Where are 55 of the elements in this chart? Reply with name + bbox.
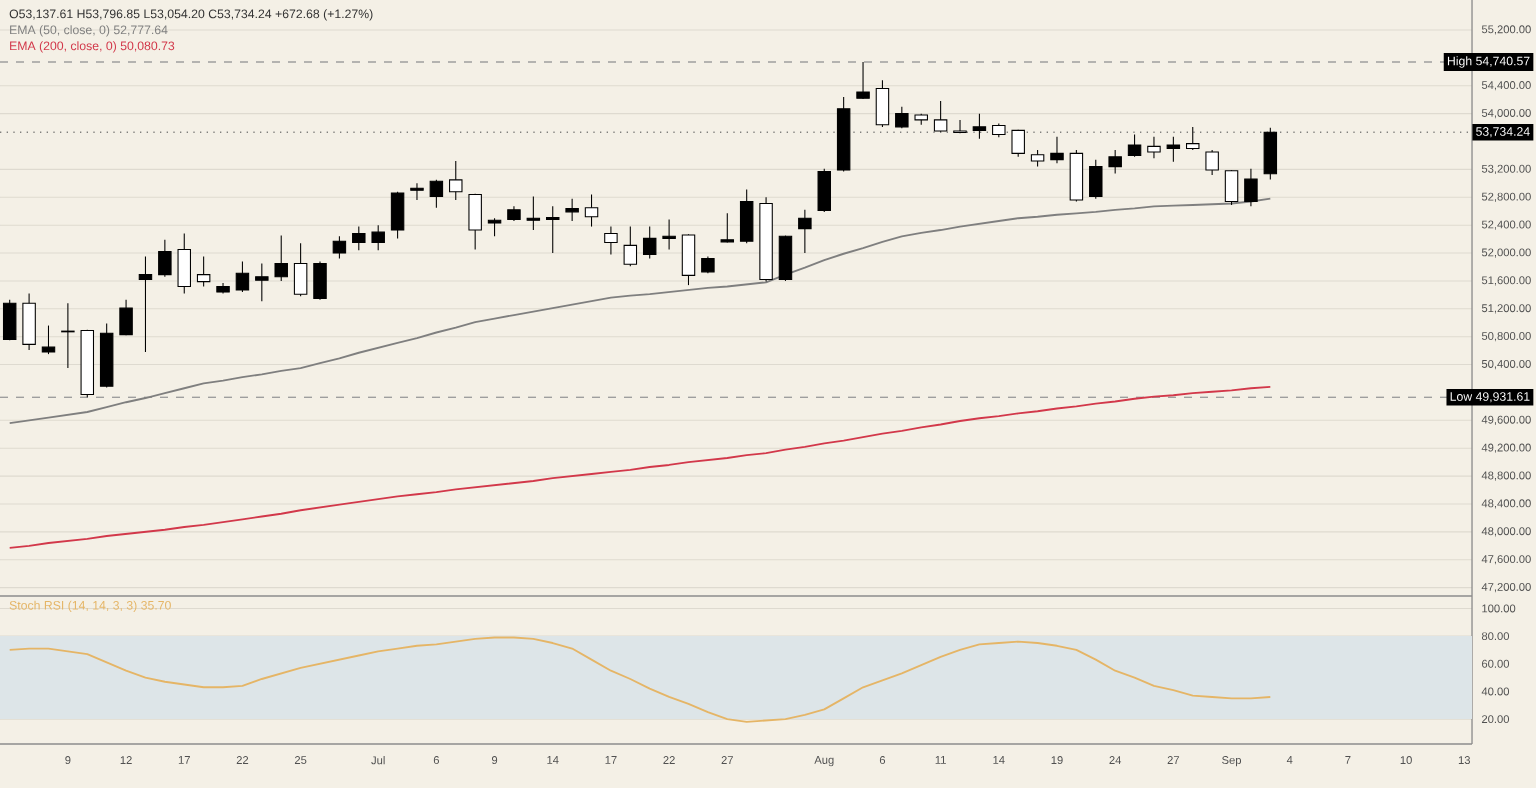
candlestick [1127, 134, 1142, 158]
candlestick [158, 239, 172, 278]
candlestick [1147, 136, 1161, 159]
candlestick [933, 100, 948, 133]
candlestick [875, 79, 890, 128]
candlestick [623, 226, 638, 267]
candlestick [449, 160, 463, 201]
candlestick [352, 226, 366, 251]
candlestick [371, 224, 385, 251]
candlestick [255, 262, 269, 302]
candlestick [545, 205, 560, 254]
candlestick [642, 226, 657, 260]
candlestick [584, 193, 599, 228]
candlestick [1224, 169, 1239, 206]
candlestick [565, 198, 579, 222]
candlestick [778, 235, 793, 282]
candlestick [177, 232, 191, 295]
candlestick [487, 217, 502, 237]
candlestick [798, 209, 812, 254]
candlestick [526, 196, 541, 231]
candlestick [1244, 168, 1258, 207]
candlestick [856, 61, 870, 100]
candlestick [41, 325, 56, 355]
candlestick [429, 179, 444, 209]
candlestick [2, 299, 17, 341]
candlestick [1069, 149, 1084, 202]
candlestick [720, 212, 735, 244]
candlestick [61, 302, 75, 369]
candlestick [1011, 129, 1025, 158]
candlestick [196, 255, 211, 288]
candlestick [817, 168, 831, 213]
candlestick [313, 260, 327, 301]
candlestick [468, 193, 482, 251]
candlestick [332, 235, 347, 260]
candlestick [1050, 136, 1064, 164]
candlestick [662, 219, 676, 251]
candlestick [604, 226, 618, 255]
candlestick [1108, 149, 1122, 175]
candlestick [235, 260, 250, 293]
candlestick [1166, 136, 1181, 163]
candlestick [293, 242, 308, 297]
candlestick [119, 299, 133, 336]
candlestick [274, 235, 288, 282]
candlestick [953, 119, 967, 134]
candlestick [390, 191, 405, 239]
candlestick [22, 292, 36, 351]
candlestick [972, 113, 987, 140]
candlestick [1263, 127, 1278, 181]
candlestick [410, 182, 424, 201]
candlestick [1205, 149, 1219, 176]
candlestick [739, 189, 754, 244]
candlestick [681, 233, 696, 286]
candlestick [138, 255, 153, 353]
candlestick [1089, 159, 1103, 200]
candlestick [1186, 126, 1200, 151]
